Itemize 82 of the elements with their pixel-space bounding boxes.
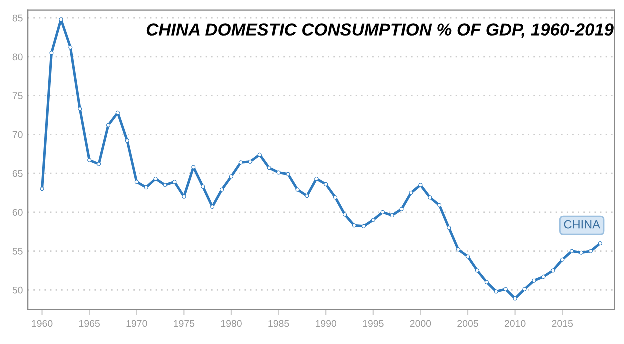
point bbox=[88, 158, 92, 162]
point bbox=[276, 170, 281, 175]
point bbox=[305, 194, 310, 198]
x-tick-label: 2015 bbox=[552, 320, 574, 328]
point bbox=[314, 176, 319, 182]
point bbox=[248, 160, 252, 164]
point bbox=[134, 180, 139, 184]
point bbox=[504, 287, 508, 292]
point bbox=[542, 274, 546, 279]
point bbox=[201, 184, 206, 189]
x-tick-label: 2005 bbox=[458, 320, 478, 328]
point bbox=[428, 196, 432, 200]
point bbox=[116, 110, 120, 115]
point bbox=[418, 183, 423, 188]
point bbox=[334, 196, 338, 200]
x-tick-label: 2000 bbox=[410, 320, 432, 328]
point bbox=[97, 162, 102, 166]
point bbox=[598, 242, 602, 246]
point bbox=[438, 203, 442, 208]
point bbox=[238, 160, 243, 165]
x-tick-label: 1970 bbox=[126, 320, 148, 328]
point bbox=[409, 190, 414, 196]
point bbox=[447, 226, 452, 230]
point bbox=[371, 218, 376, 222]
point bbox=[78, 107, 82, 112]
point bbox=[59, 18, 64, 22]
x-tick-label: 1985 bbox=[268, 320, 290, 328]
point bbox=[210, 204, 215, 210]
x-tick-label: 2010 bbox=[504, 320, 526, 328]
point bbox=[494, 290, 498, 294]
point bbox=[296, 188, 300, 192]
point bbox=[560, 258, 565, 262]
point bbox=[229, 174, 234, 179]
y-tick-label: 50 bbox=[12, 286, 23, 294]
point bbox=[532, 278, 536, 283]
x-tick-label: 1975 bbox=[174, 320, 195, 328]
point bbox=[125, 138, 130, 143]
y-tick-label: 65 bbox=[12, 170, 23, 178]
point bbox=[267, 166, 272, 170]
point bbox=[551, 268, 556, 273]
point bbox=[324, 182, 328, 186]
point bbox=[513, 296, 518, 301]
point bbox=[192, 165, 196, 170]
y-tick-label: 55 bbox=[12, 248, 23, 255]
point bbox=[522, 287, 527, 292]
point bbox=[286, 172, 290, 176]
point bbox=[362, 224, 366, 228]
point bbox=[342, 212, 348, 217]
y-tick-label: 85 bbox=[12, 14, 23, 22]
point bbox=[220, 188, 224, 192]
point bbox=[172, 180, 177, 184]
point bbox=[352, 224, 356, 228]
point bbox=[580, 250, 584, 255]
x-tick-label: 1960 bbox=[32, 320, 53, 328]
point bbox=[380, 210, 385, 214]
point bbox=[68, 46, 73, 50]
point bbox=[390, 214, 394, 218]
point bbox=[570, 249, 574, 254]
x-tick-label: 1965 bbox=[80, 320, 100, 328]
y-tick-label: 80 bbox=[12, 54, 23, 61]
point bbox=[258, 152, 262, 157]
text: CHINA DOMESTIC CONSUMPTION % OF GDP, 1960-2019 bbox=[146, 24, 614, 38]
series-label: CHINA bbox=[564, 220, 600, 229]
point bbox=[475, 268, 480, 273]
point bbox=[182, 194, 186, 199]
point bbox=[163, 183, 168, 188]
x-tick-label: 1995 bbox=[363, 320, 384, 328]
point bbox=[106, 123, 111, 128]
point bbox=[588, 249, 594, 254]
x-tick-label: 1990 bbox=[316, 320, 337, 328]
point bbox=[400, 207, 404, 212]
point bbox=[466, 254, 470, 259]
x-tick-label: 1980 bbox=[221, 320, 242, 328]
point bbox=[154, 176, 158, 182]
point bbox=[50, 51, 54, 56]
point bbox=[484, 280, 489, 284]
y-tick-label: 75 bbox=[12, 92, 23, 100]
point bbox=[456, 248, 461, 252]
point bbox=[40, 187, 44, 192]
point bbox=[144, 186, 148, 190]
y-tick-label: 60 bbox=[12, 209, 23, 216]
y-tick-label: 70 bbox=[12, 131, 23, 138]
